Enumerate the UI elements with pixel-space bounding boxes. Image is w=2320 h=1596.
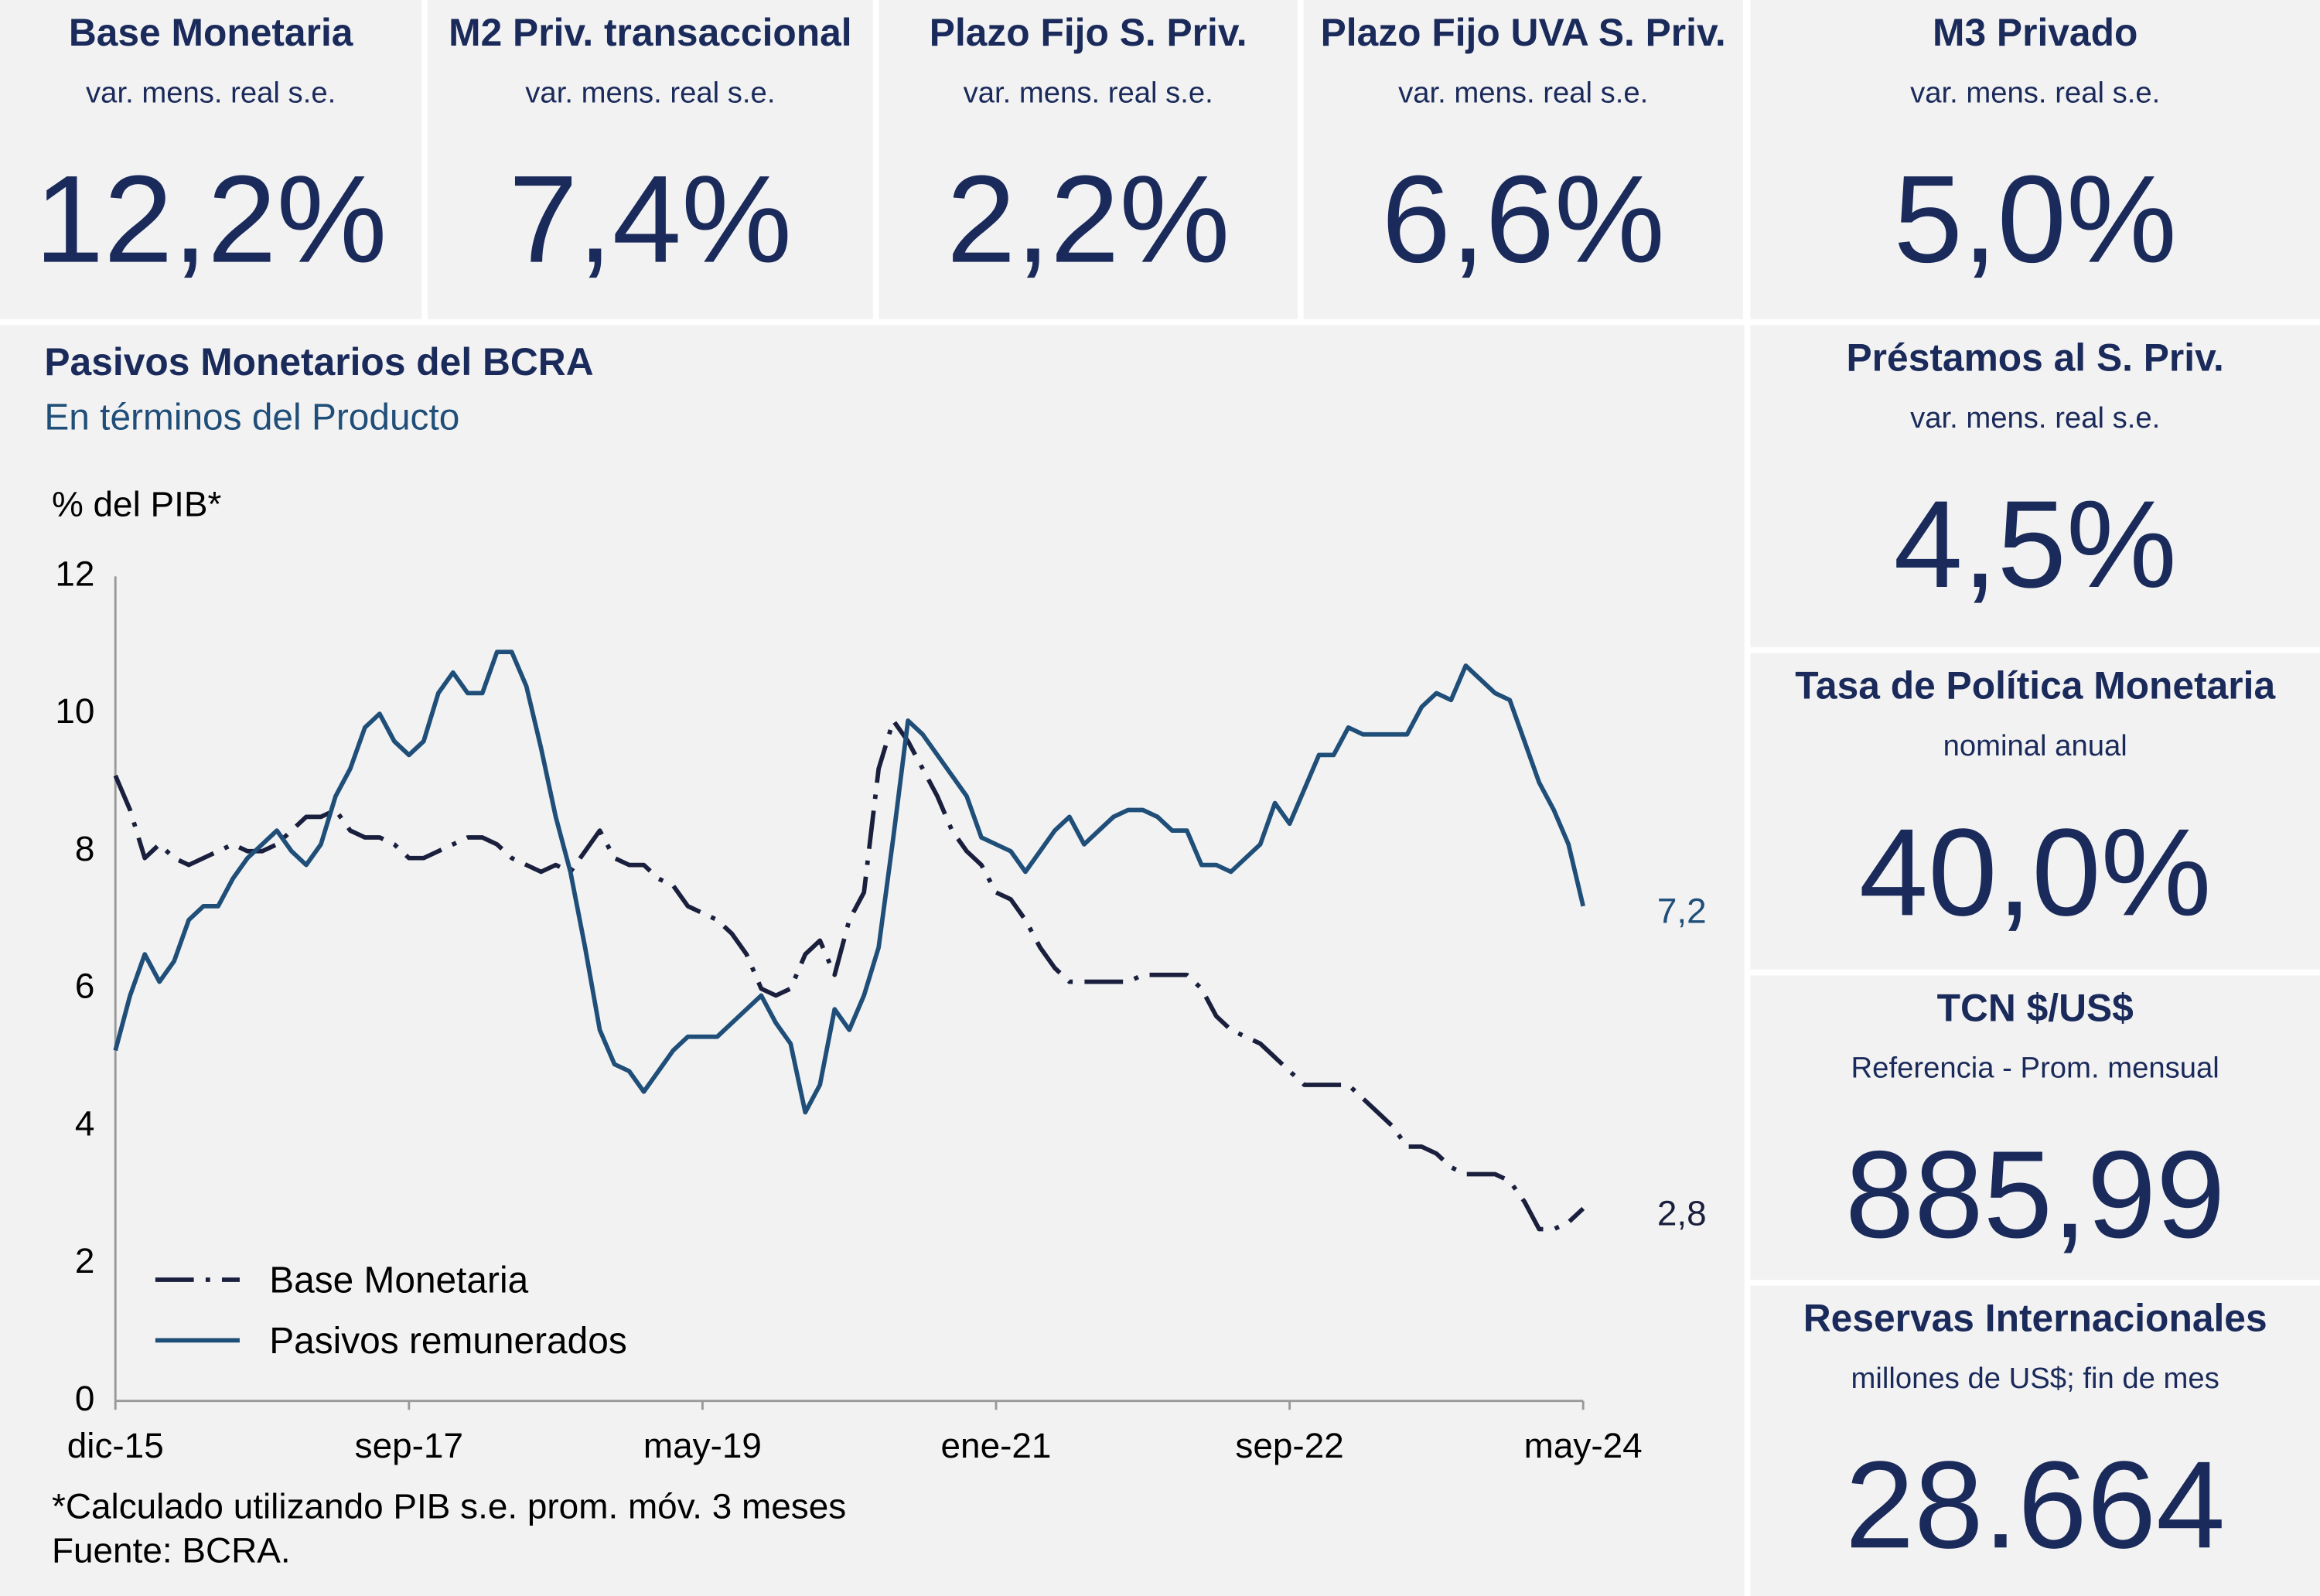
x-tick-label: ene-21 [941,1425,1052,1465]
y-tick-label: 10 [55,691,94,731]
kpi-value: 7,4% [509,151,792,289]
kpi-subtitle: Referencia - Prom. mensual [1851,1052,2219,1085]
x-tick-label: may-19 [643,1425,762,1465]
y-tick-label: 6 [75,966,95,1006]
kpi-value: 28.664 [1845,1436,2226,1574]
series-line [113,718,1585,1232]
footnote: *Calculado utilizando PIB s.e. prom. móv… [52,1485,846,1526]
kpi-value: 40,0% [1859,803,2212,942]
kpi-value: 5,0% [1894,151,2177,289]
y-tick-label: 0 [75,1378,95,1418]
chart-subtitle: En términos del Producto [44,397,459,438]
y-tick-label: 8 [75,828,95,868]
legend-label: Base Monetaria [269,1260,528,1301]
kpi-title: Reservas Internacionales [1803,1297,2267,1340]
y-axis-label: % del PIB* [52,484,222,524]
kpi-card [1750,1285,2320,1596]
kpi-subtitle: var. mens. real s.e. [964,76,1213,109]
kpi-title: M3 Privado [1933,11,2137,54]
kpi-title: TCN $/US$ [1937,986,2134,1029]
series-line [113,650,1585,1115]
kpi-title: M2 Priv. transaccional [449,11,851,54]
kpi-card [879,0,1298,319]
kpi-title: Préstamos al S. Priv. [1847,336,2224,379]
kpi-title: Plazo Fijo UVA S. Priv. [1321,11,1726,54]
x-tick-label: dic-15 [67,1425,164,1465]
kpi-subtitle: millones de US$; fin de mes [1851,1362,2219,1395]
x-tick-label: sep-22 [1235,1425,1343,1465]
kpi-title: Plazo Fijo S. Priv. [930,11,1247,54]
kpi-value: 885,99 [1845,1126,2226,1264]
kpi-subtitle: var. mens. real s.e. [1910,76,2160,109]
kpi-subtitle: nominal anual [1943,729,2127,762]
kpi-value: 4,5% [1894,476,2177,614]
y-tick-label: 2 [75,1240,95,1281]
kpi-subtitle: var. mens. real s.e. [525,76,775,109]
chart-panel [0,325,1745,1596]
kpi-card [1750,325,2320,648]
kpi-title: Tasa de Política Monetaria [1795,664,2275,708]
kpi-card [1750,0,2320,319]
kpi-value: 12,2% [35,151,387,289]
kpi-card [1303,0,1743,319]
x-tick-label: sep-17 [355,1425,463,1465]
kpi-card [427,0,873,319]
kpi-subtitle: var. mens. real s.e. [1910,401,2160,435]
y-tick-label: 12 [55,553,94,593]
kpi-title: Base Monetaria [69,11,353,54]
kpi-subtitle: var. mens. real s.e. [1398,76,1648,109]
legend-label: Pasivos remunerados [269,1321,627,1362]
source: Fuente: BCRA. [52,1530,291,1570]
kpi-card [0,0,422,319]
chart-title: Pasivos Monetarios del BCRA [44,340,593,384]
end-label: 2,8 [1657,1193,1707,1233]
kpi-subtitle: var. mens. real s.e. [86,76,336,109]
kpi-card [1750,653,2320,970]
kpi-value: 2,2% [947,151,1230,289]
kpi-card [1750,975,2320,1281]
x-tick-label: may-24 [1524,1425,1643,1465]
end-label: 7,2 [1657,891,1707,931]
y-tick-label: 4 [75,1103,95,1143]
kpi-value: 6,6% [1382,151,1665,289]
